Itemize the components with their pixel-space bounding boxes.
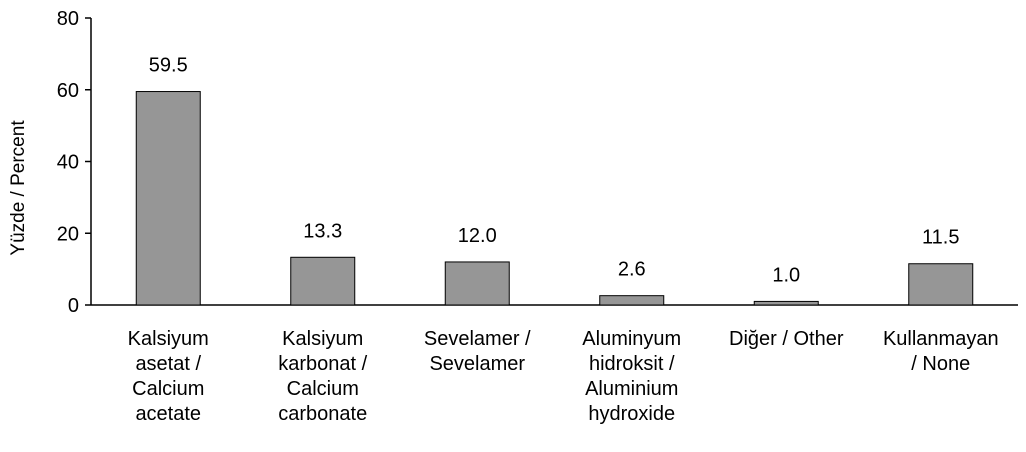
axes — [90, 18, 1018, 306]
category-label: Sevelamer / Sevelamer — [424, 328, 531, 375]
category-label-line: hydroxide — [588, 403, 675, 425]
category-label-line: Calcium — [132, 378, 204, 400]
data-label: 2.6 — [618, 259, 646, 281]
bars — [135, 91, 974, 306]
bar — [290, 256, 356, 306]
category-label: Aluminyum hidroksit / Aluminium hydroxide — [582, 328, 681, 425]
bar — [135, 91, 201, 306]
category-label-line: Kalsiyum — [128, 328, 209, 350]
category-label-line: Aluminium — [585, 378, 678, 400]
bar — [444, 261, 510, 306]
category-label-line: Diğer / Other — [729, 328, 844, 350]
bar — [753, 300, 819, 306]
category-label-line: Calcium — [287, 378, 359, 400]
category-label-line: / None — [911, 353, 970, 375]
data-label: 59.5 — [149, 55, 188, 77]
data-label: 12.0 — [458, 225, 497, 247]
category-label: Diğer / Other — [729, 328, 844, 350]
y-ticks: 0 20 40 60 80 — [57, 8, 91, 317]
y-tick-label: 40 — [57, 152, 79, 174]
category-label-line: hidroksit / — [589, 353, 675, 375]
category-label-line: Sevelamer — [429, 353, 525, 375]
category-label-line: karbonat / — [278, 353, 367, 375]
category-label: Kalsiyum asetat / Calcium acetate — [128, 328, 209, 425]
bar — [908, 263, 974, 306]
bar — [599, 295, 665, 306]
y-tick-label: 20 — [57, 223, 79, 245]
category-label-line: Kullanmayan — [883, 328, 999, 350]
category-label-line: carbonate — [278, 403, 367, 425]
category-label-line: asetat / — [135, 353, 201, 375]
category-label-line: Aluminyum — [582, 328, 681, 350]
y-tick-label: 0 — [68, 295, 79, 317]
data-labels: 59.5 13.3 12.0 2.6 1.0 11.5 — [149, 55, 960, 287]
y-axis-title: Yüzde / Percent — [8, 120, 29, 256]
category-label-line: Sevelamer / — [424, 328, 531, 350]
data-label: 11.5 — [922, 227, 959, 249]
category-label: Kalsiyum karbonat / Calcium carbonate — [278, 328, 367, 425]
y-axis-title-group: Yüzde / Percent — [8, 120, 29, 256]
category-label: Kullanmayan / None — [883, 328, 999, 375]
data-label: 1.0 — [772, 264, 800, 286]
y-tick-label: 60 — [57, 80, 79, 102]
y-tick-label: 80 — [57, 8, 79, 30]
category-label-line: acetate — [135, 403, 201, 425]
category-labels: Kalsiyum asetat / Calcium acetate Kalsiyum ka… — [128, 328, 999, 425]
data-label: 13.3 — [303, 220, 342, 242]
category-label-line: Kalsiyum — [282, 328, 363, 350]
